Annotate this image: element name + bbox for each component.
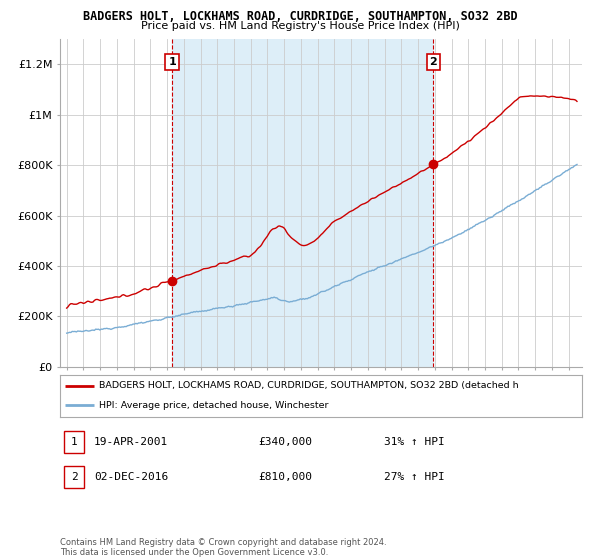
- Text: £810,000: £810,000: [259, 473, 313, 482]
- Text: 31% ↑ HPI: 31% ↑ HPI: [383, 437, 445, 447]
- FancyBboxPatch shape: [64, 431, 84, 452]
- FancyBboxPatch shape: [64, 466, 84, 488]
- Text: 1: 1: [168, 57, 176, 67]
- Bar: [172, 39, 433, 367]
- Text: BADGERS HOLT, LOCKHAMS ROAD, CURDRIDGE, SOUTHAMPTON, SO32 2BD: BADGERS HOLT, LOCKHAMS ROAD, CURDRIDGE, …: [83, 10, 517, 23]
- Text: 19-APR-2001: 19-APR-2001: [94, 437, 168, 447]
- Text: Contains HM Land Registry data © Crown copyright and database right 2024.
This d: Contains HM Land Registry data © Crown c…: [60, 538, 386, 557]
- Text: HPI: Average price, detached house, Winchester: HPI: Average price, detached house, Winc…: [99, 401, 329, 410]
- Text: £340,000: £340,000: [259, 437, 313, 447]
- Text: Price paid vs. HM Land Registry's House Price Index (HPI): Price paid vs. HM Land Registry's House …: [140, 21, 460, 31]
- Text: 2: 2: [71, 473, 77, 482]
- Text: 1: 1: [71, 437, 77, 447]
- Text: 27% ↑ HPI: 27% ↑ HPI: [383, 473, 445, 482]
- Text: 2: 2: [430, 57, 437, 67]
- Text: 02-DEC-2016: 02-DEC-2016: [94, 473, 168, 482]
- Text: BADGERS HOLT, LOCKHAMS ROAD, CURDRIDGE, SOUTHAMPTON, SO32 2BD (detached h: BADGERS HOLT, LOCKHAMS ROAD, CURDRIDGE, …: [99, 381, 519, 390]
